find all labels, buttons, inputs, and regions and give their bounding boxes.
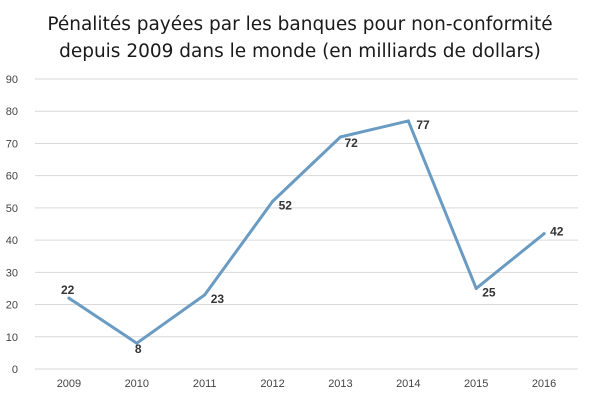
- data-point-2013: [338, 135, 342, 139]
- x-tick-label: 2009: [57, 378, 81, 390]
- data-points: [67, 119, 546, 345]
- data-label-2010: 8: [135, 342, 142, 356]
- y-tick-label: 80: [6, 106, 18, 118]
- data-point-2010: [135, 341, 139, 345]
- data-label-2013: 72: [344, 136, 358, 150]
- y-tick-label: 90: [6, 74, 18, 86]
- data-point-2014: [406, 119, 410, 123]
- series-line-group: [67, 119, 546, 345]
- data-label-2012: 52: [279, 198, 293, 212]
- data-point-2015: [474, 286, 478, 290]
- data-labels: 22 8 23 52 72 77 25 42: [61, 118, 564, 356]
- y-tick-label: 0: [12, 364, 18, 376]
- data-point-2011: [203, 293, 207, 297]
- y-tick-label: 20: [6, 300, 18, 312]
- data-label-2015: 25: [482, 285, 496, 299]
- gridlines: [35, 78, 578, 370]
- data-point-2016: [542, 232, 546, 236]
- y-tick-label: 10: [6, 332, 18, 344]
- data-point-2012: [271, 199, 275, 203]
- data-label-2016: 42: [550, 225, 564, 239]
- y-tick-label: 30: [6, 267, 18, 279]
- x-tick-label: 2015: [464, 378, 488, 390]
- data-label-2011: 23: [211, 292, 225, 306]
- x-tick-label: 2014: [396, 378, 420, 390]
- series-line: [67, 119, 546, 345]
- data-point-2009: [67, 296, 71, 300]
- y-tick-label: 70: [6, 138, 18, 150]
- x-tick-label: 2010: [125, 378, 149, 390]
- y-tick-label: 50: [6, 203, 18, 215]
- y-axis-ticks: 0 10 20 30 40 50 60 70 80 90: [6, 74, 18, 376]
- x-tick-label: 2016: [532, 378, 556, 390]
- chart-title-line-1: Pénalités payées par les banques pour no…: [47, 14, 552, 35]
- x-tick-label: 2012: [260, 378, 284, 390]
- y-tick-label: 60: [6, 171, 18, 183]
- y-tick-label: 40: [6, 235, 18, 247]
- x-tick-label: 2013: [328, 378, 352, 390]
- data-label-2014: 77: [416, 118, 430, 132]
- x-axis-ticks: 2009 2010 2011 2012 2013 2014 2015 2016: [57, 378, 557, 390]
- chart-title-line-2: depuis 2009 dans le monde (en milliards …: [59, 41, 541, 62]
- data-label-2009: 22: [61, 283, 75, 297]
- x-tick-label: 2011: [193, 378, 217, 390]
